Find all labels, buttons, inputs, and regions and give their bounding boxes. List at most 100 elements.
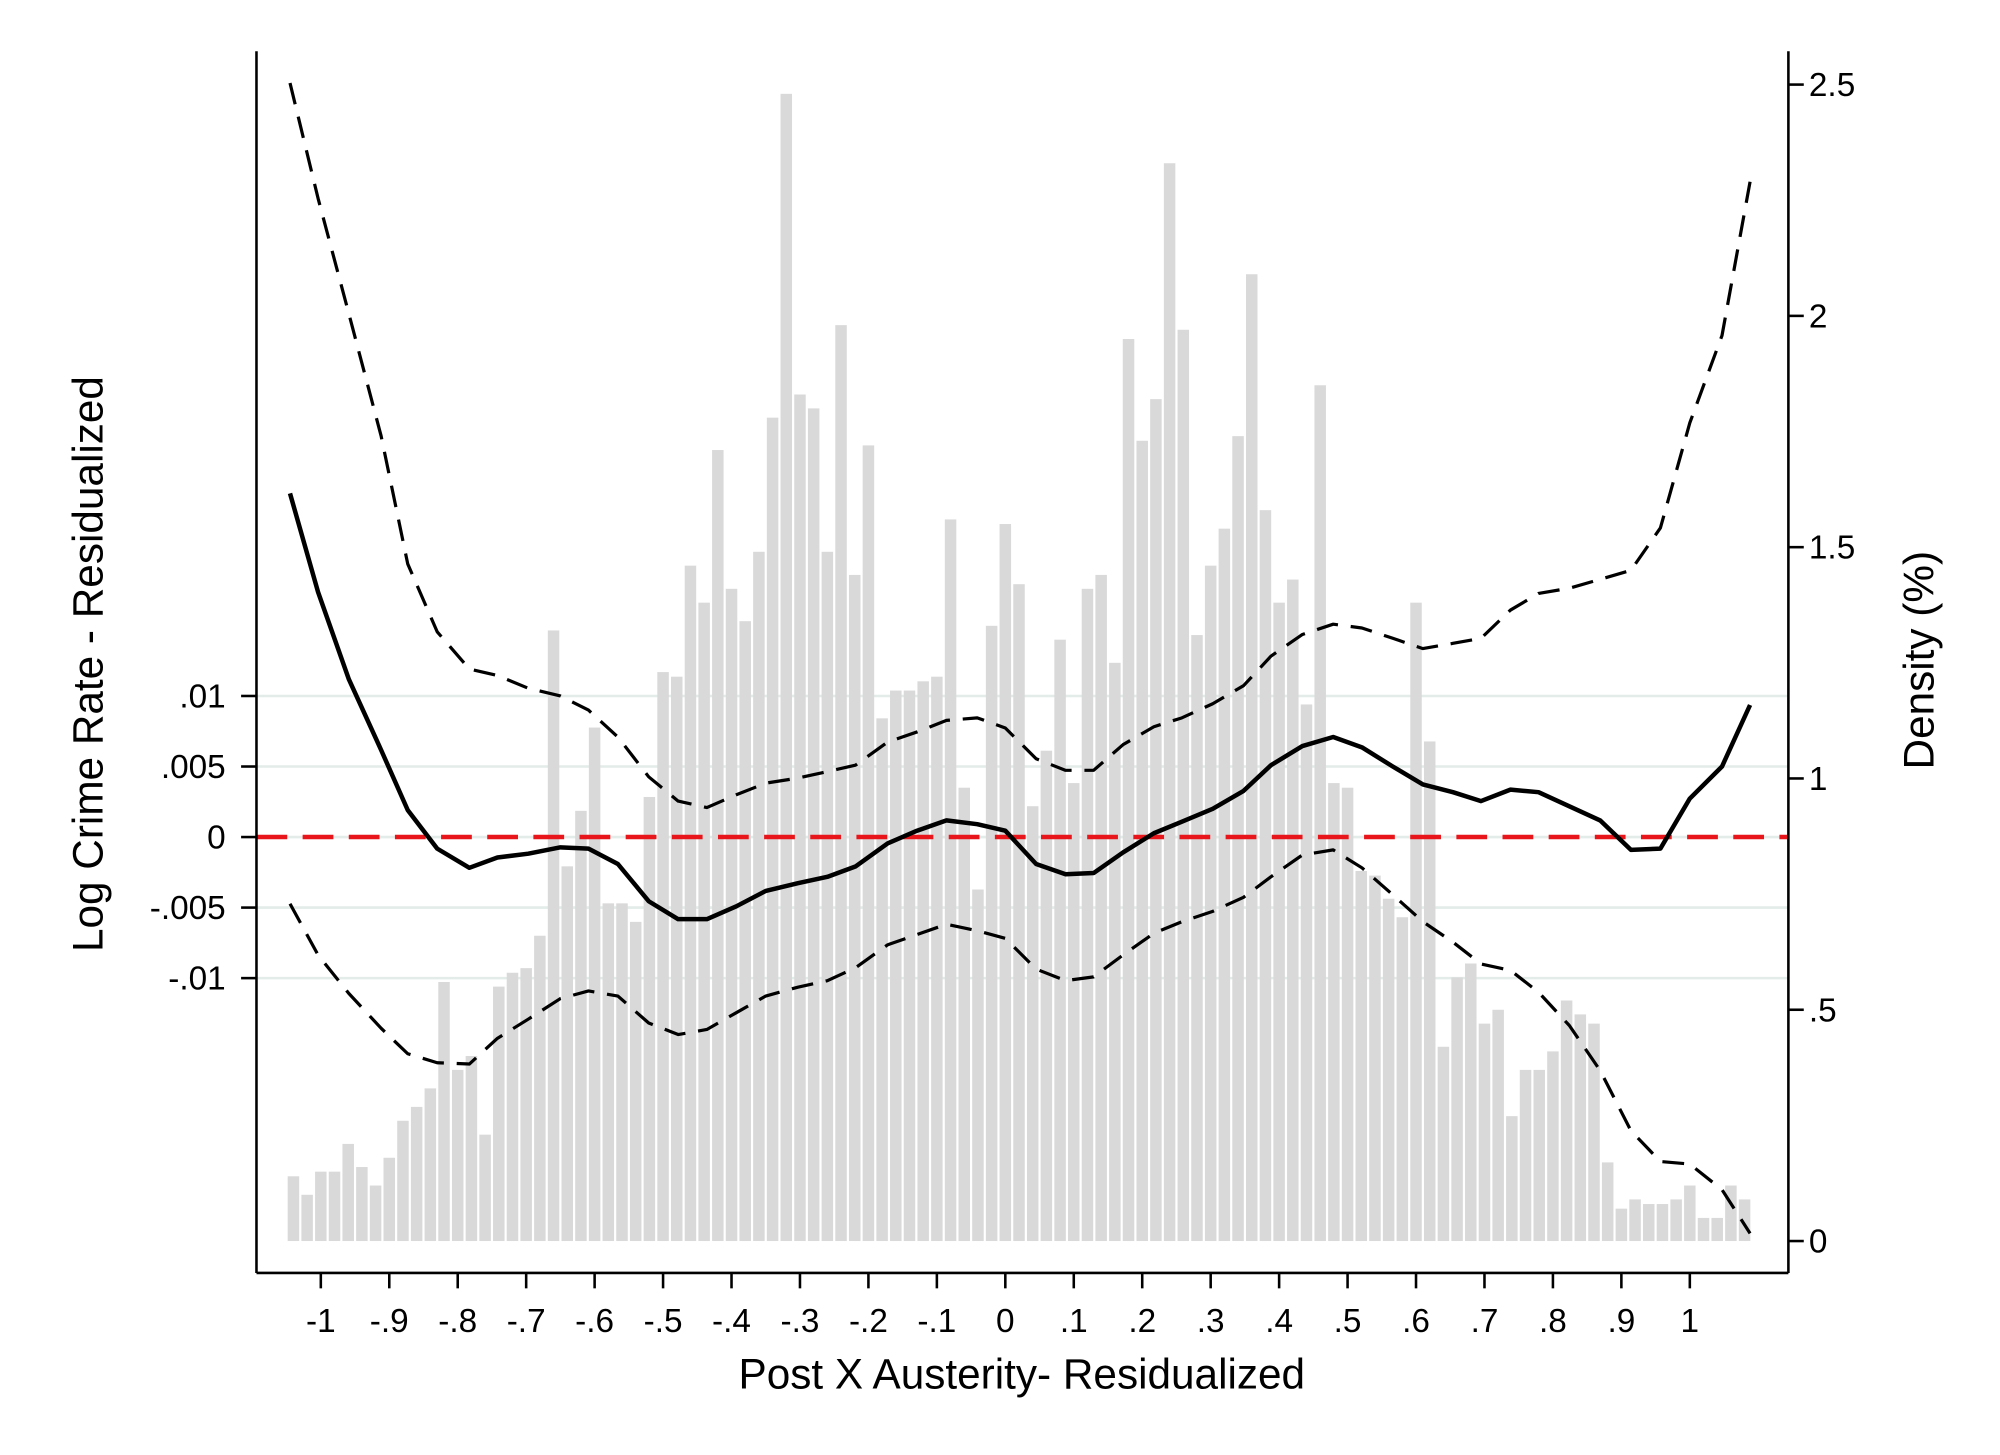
histogram-bar bbox=[1177, 329, 1190, 1242]
histogram-bar bbox=[1615, 1208, 1628, 1242]
histogram-bar bbox=[1423, 741, 1436, 1242]
histogram-bar bbox=[1697, 1217, 1710, 1242]
y-tick-label: .01 bbox=[179, 679, 225, 716]
histogram-bar bbox=[1122, 339, 1135, 1242]
x-tick-label: 1 bbox=[1681, 1303, 1700, 1340]
x-tick-label: .4 bbox=[1265, 1303, 1293, 1340]
x-axis-title: Post X Austerity- Residualized bbox=[739, 1350, 1306, 1397]
x-tick-label: -.7 bbox=[507, 1303, 546, 1340]
histogram-bar bbox=[397, 1120, 409, 1242]
histogram-bar bbox=[1341, 787, 1354, 1242]
x-tick-label: -.4 bbox=[712, 1303, 751, 1340]
x-tick-label: -.5 bbox=[644, 1303, 683, 1340]
histogram-bar bbox=[1382, 898, 1395, 1242]
histogram-layer bbox=[287, 93, 1751, 1242]
histogram-bar bbox=[657, 672, 669, 1242]
histogram-bar bbox=[479, 1134, 491, 1242]
histogram-bar bbox=[1259, 510, 1272, 1242]
histogram-bar bbox=[287, 1176, 300, 1242]
histogram-bar bbox=[1218, 528, 1231, 1242]
y2-tick-label: .5 bbox=[1809, 992, 1837, 1029]
histogram-bar bbox=[1574, 1014, 1587, 1242]
histogram-bar bbox=[643, 796, 656, 1242]
histogram-bar bbox=[917, 681, 929, 1242]
histogram-bar bbox=[1465, 963, 1477, 1242]
histogram-bar bbox=[1588, 1023, 1600, 1242]
x-tick-label: -.1 bbox=[917, 1303, 956, 1340]
y-tick-label: -.005 bbox=[150, 890, 226, 927]
x-tick-label: .3 bbox=[1197, 1303, 1225, 1340]
x-tick-label: -.6 bbox=[575, 1303, 614, 1340]
histogram-bar bbox=[301, 1194, 313, 1242]
x-tick-label: .6 bbox=[1402, 1303, 1430, 1340]
histogram-bar bbox=[1095, 574, 1107, 1242]
x-tick-label: -.8 bbox=[438, 1303, 477, 1340]
y2-tick-label: 1.5 bbox=[1809, 530, 1855, 567]
histogram-bar bbox=[821, 551, 834, 1242]
histogram-bar bbox=[328, 1171, 341, 1242]
histogram-bar bbox=[958, 787, 971, 1242]
histogram-bar bbox=[1204, 565, 1217, 1242]
histogram-bar bbox=[890, 690, 902, 1242]
histogram-bar bbox=[1711, 1217, 1723, 1242]
axis-layer: Post X Austerity- Residualized Log Crime… bbox=[65, 51, 1942, 1397]
x-tick-label: .7 bbox=[1471, 1303, 1499, 1340]
histogram-bar bbox=[807, 408, 820, 1242]
histogram-bar bbox=[1081, 588, 1094, 1242]
x-tick-label: .2 bbox=[1128, 1303, 1156, 1340]
histogram-bar bbox=[1040, 750, 1053, 1242]
histogram-bar bbox=[848, 574, 861, 1242]
histogram-bar bbox=[780, 93, 793, 1242]
histogram-bar bbox=[575, 810, 587, 1242]
histogram-bar bbox=[1314, 385, 1326, 1242]
histogram-bar bbox=[520, 968, 532, 1242]
y2-axis-title: Density (%) bbox=[1895, 551, 1942, 770]
histogram-bar bbox=[1629, 1199, 1641, 1242]
histogram-bar bbox=[1560, 1000, 1573, 1242]
histogram-bar bbox=[1328, 783, 1340, 1242]
histogram-bar bbox=[712, 450, 724, 1242]
y2-tick-label: 0 bbox=[1809, 1224, 1828, 1261]
histogram-bar bbox=[438, 981, 450, 1242]
y-tick-label: .005 bbox=[161, 749, 226, 786]
histogram-bar bbox=[1437, 1046, 1450, 1242]
x-tick-label: -.2 bbox=[849, 1303, 888, 1340]
x-tick-label: .9 bbox=[1607, 1303, 1635, 1340]
histogram-bar bbox=[972, 889, 984, 1242]
x-tick-label: -1 bbox=[306, 1303, 336, 1340]
histogram-bar bbox=[1273, 602, 1285, 1242]
histogram-bar bbox=[616, 903, 628, 1242]
y-axis-title: Log Crime Rate - Residualized bbox=[65, 376, 112, 952]
histogram-bar bbox=[684, 565, 697, 1242]
histogram-bar bbox=[547, 630, 560, 1242]
histogram-bar bbox=[315, 1171, 327, 1242]
histogram-bar bbox=[725, 588, 738, 1242]
histogram-bar bbox=[1054, 639, 1066, 1242]
histogram-bar bbox=[1287, 579, 1299, 1242]
histogram-bar bbox=[602, 903, 615, 1242]
histogram-bar bbox=[999, 524, 1012, 1242]
histogram-bar bbox=[465, 1056, 478, 1242]
histogram-bar bbox=[506, 972, 519, 1242]
histogram-bar bbox=[1410, 602, 1422, 1242]
histogram-bar bbox=[1150, 399, 1162, 1242]
histogram-bar bbox=[1068, 783, 1080, 1242]
histogram-bar bbox=[561, 866, 573, 1242]
x-tick-label: .8 bbox=[1539, 1303, 1567, 1340]
y2-tick-label: 2 bbox=[1809, 298, 1828, 335]
histogram-bar bbox=[862, 445, 875, 1242]
histogram-bar bbox=[493, 986, 505, 1242]
histogram-bar bbox=[1451, 977, 1463, 1242]
x-tick-label: -.3 bbox=[781, 1303, 820, 1340]
histogram-bar bbox=[794, 394, 806, 1242]
x-tick-label: .5 bbox=[1334, 1303, 1362, 1340]
histogram-bar bbox=[1601, 1162, 1614, 1242]
y2-tick-label: 2.5 bbox=[1809, 67, 1855, 104]
histogram-bar bbox=[356, 1167, 368, 1242]
histogram-bar bbox=[1738, 1199, 1751, 1242]
histogram-bar bbox=[1163, 163, 1176, 1242]
histogram-bar bbox=[1369, 875, 1381, 1242]
histogram-bar bbox=[1519, 1069, 1532, 1242]
histogram-bar bbox=[1506, 1116, 1518, 1242]
